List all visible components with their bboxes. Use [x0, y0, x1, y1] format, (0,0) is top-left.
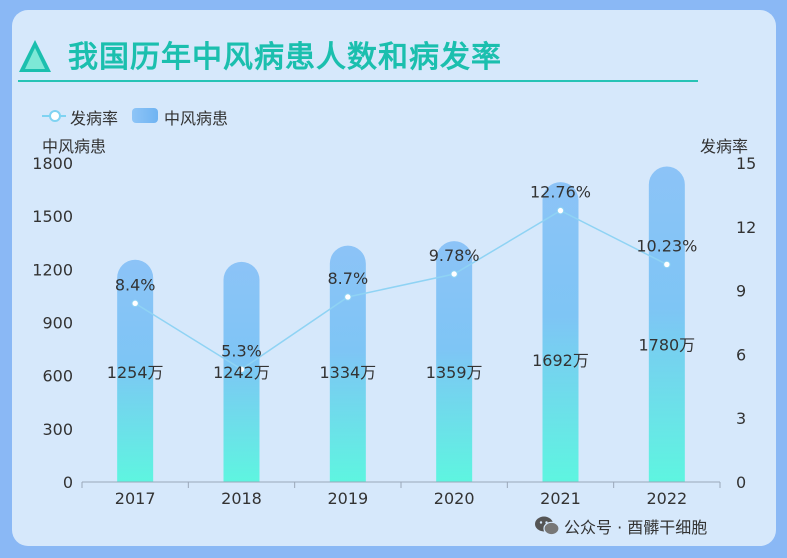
legend-bar-marker	[132, 108, 158, 123]
right-axis-title: 发病率	[700, 137, 749, 156]
rate-label-2020: 9.78%	[429, 246, 480, 265]
rate-point-2019[interactable]	[344, 293, 352, 301]
chart-title: 我国历年中风病患人数和病发率	[68, 40, 502, 75]
patient-label-2019: 1334万	[319, 363, 376, 382]
title-row: 我国历年中风病患人数和病发率	[18, 30, 698, 82]
rate-point-2022[interactable]	[663, 260, 671, 269]
bar-2019[interactable]	[329, 245, 366, 482]
x-tick-label-2020: 2020	[434, 489, 475, 508]
rate-point-2020[interactable]	[450, 270, 458, 278]
triangle-logo-icon	[19, 40, 51, 72]
x-tick-label-2022: 2022	[646, 489, 687, 508]
bar-2022[interactable]	[648, 166, 685, 483]
rate-label-2021: 12.76%	[530, 183, 591, 202]
left-tick-label-300: 300	[42, 420, 73, 439]
rate-label-2017: 8.4%	[115, 275, 156, 294]
bar-2021[interactable]	[542, 182, 579, 482]
patient-label-2017: 1254万	[107, 363, 164, 382]
left-tick-label-900: 900	[42, 314, 73, 333]
right-tick-label-6: 6	[736, 345, 746, 364]
rate-label-2019: 8.7%	[328, 269, 369, 288]
x-tick-label-2021: 2021	[540, 489, 581, 508]
rate-point-2021[interactable]	[556, 206, 565, 215]
left-tick-label-1500: 1500	[32, 207, 73, 226]
patient-label-2020: 1359万	[426, 363, 483, 382]
bar-2020[interactable]	[436, 241, 473, 482]
left-axis-title: 中风病患	[42, 137, 107, 156]
right-tick-label-15: 15	[736, 154, 756, 173]
legend-label-rate: 发病率	[70, 109, 119, 128]
rate-label-2022: 10.23%	[636, 236, 697, 255]
right-tick-label-3: 3	[736, 409, 746, 428]
x-tick-label-2019: 2019	[327, 489, 368, 508]
patient-label-2022: 1780万	[638, 336, 695, 355]
wechat-icon	[535, 516, 560, 536]
x-tick-label-2018: 2018	[221, 489, 262, 508]
rate-label-2018: 5.3%	[221, 341, 262, 360]
left-tick-label-600: 600	[42, 367, 73, 386]
bar-2017[interactable]	[117, 259, 154, 482]
left-tick-label-0: 0	[63, 473, 73, 492]
rate-line	[134, 209, 668, 371]
right-tick-label-12: 12	[736, 218, 756, 237]
legend-dot-marker	[49, 110, 61, 122]
title-underline	[18, 80, 698, 82]
legend-label-patients: 中风病患	[164, 109, 229, 128]
right-tick-label-0: 0	[736, 473, 746, 492]
right-tick-label-9: 9	[736, 282, 746, 301]
rate-point-2018[interactable]	[237, 365, 246, 373]
rate-point-2017[interactable]	[131, 299, 139, 308]
left-tick-label-1200: 1200	[32, 260, 73, 279]
footer-text: 公众号 · 酉髒干细胞	[564, 518, 708, 537]
left-tick-label-1800: 1800	[32, 154, 73, 173]
x-tick-label-2017: 2017	[115, 489, 156, 508]
patient-label-2021: 1692万	[532, 351, 589, 370]
patient-label-2018: 1242万	[213, 363, 270, 382]
